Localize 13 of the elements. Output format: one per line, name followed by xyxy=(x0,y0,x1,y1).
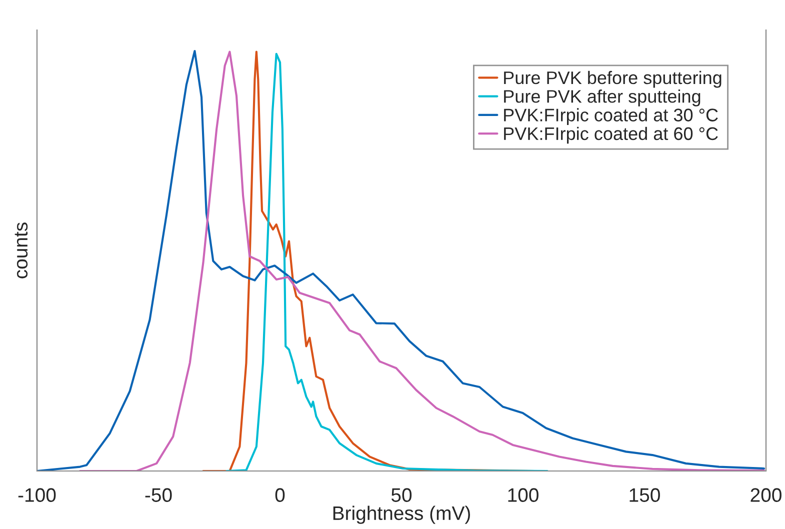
x-tick-label: 0 xyxy=(275,488,285,502)
x-tick-label: 100 xyxy=(508,488,538,502)
legend-label: PVK:FIrpic coated at 60 °C xyxy=(504,126,718,144)
x-axis-title: Brightness (mV) xyxy=(333,506,470,524)
legend-label: Pure PVK after sputteing xyxy=(504,90,700,106)
x-tick-label: -100 xyxy=(18,488,56,502)
x-tick-label: -50 xyxy=(145,488,172,502)
legend-label: PVK:FIrpic coated at 30 °C xyxy=(504,108,718,126)
legend-label: Pure PVK before sputtering xyxy=(504,70,722,88)
y-axis-title: counts xyxy=(14,222,28,278)
x-tick-label: 150 xyxy=(630,488,660,502)
x-tick-label: 50 xyxy=(391,488,412,502)
x-tick-label: 200 xyxy=(750,488,782,502)
